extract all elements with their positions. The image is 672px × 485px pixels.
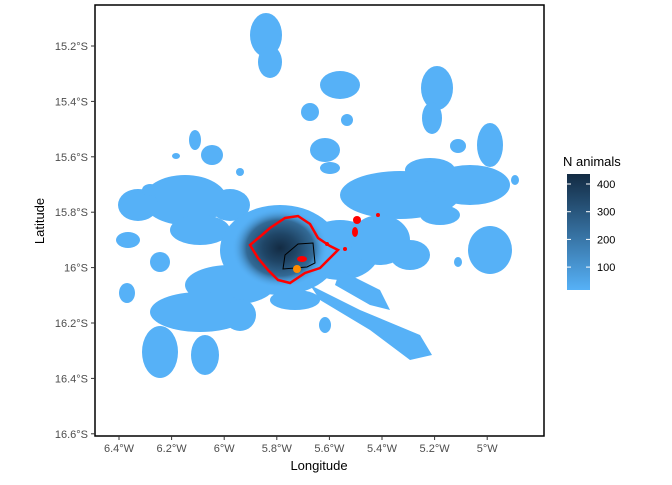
y-tick-label: 16°S [64, 263, 88, 275]
x-tick-label: 5.8°W [262, 443, 293, 455]
contour-outer [248, 214, 341, 285]
x-tick-label: 5.4°W [367, 443, 398, 455]
contour-inner [282, 242, 316, 270]
x-tick-label: 6°W [214, 443, 236, 455]
y-tick-label: 16.4°S [55, 373, 88, 385]
y-axis: 15.2°S 15.4°S 15.6°S 15.8°S 16°S 16.2°S 16.4°S… [55, 41, 95, 441]
y-tick-label: 15.6°S [55, 152, 88, 164]
panel-border [94, 4, 545, 437]
legend: N animals 400 300 200 100 [563, 154, 621, 290]
y-axis-label: Latitude [32, 198, 47, 244]
legend-tick-label: 100 [597, 262, 615, 274]
x-tick-label: 5.6°W [314, 443, 345, 455]
x-tick-label: 5°W [477, 443, 499, 455]
density-core [232, 208, 328, 288]
x-axis: 6.4°W 6.2°W 6°W 5.8°W 5.6°W 5.4°W 5.2°W 5°W [104, 436, 498, 455]
legend-tick-label: 400 [597, 179, 615, 191]
colorbar [567, 174, 590, 290]
x-axis-label: Longitude [290, 458, 347, 473]
x-tick-label: 5.2°W [420, 443, 451, 455]
y-tick-label: 15.4°S [55, 96, 88, 108]
y-tick-label: 16.6°S [55, 429, 88, 441]
x-tick-label: 6.4°W [104, 443, 135, 455]
y-tick-label: 15.2°S [55, 41, 88, 53]
density-layer [116, 13, 519, 378]
y-tick-label: 15.8°S [55, 207, 88, 219]
legend-tick-label: 300 [597, 207, 615, 219]
legend-tick-label: 200 [597, 234, 615, 246]
x-tick-label: 6.2°W [157, 443, 188, 455]
contour-patches [297, 213, 380, 262]
y-tick-label: 16.2°S [55, 318, 88, 330]
location-point [293, 265, 301, 273]
legend-title: N animals [563, 154, 621, 169]
